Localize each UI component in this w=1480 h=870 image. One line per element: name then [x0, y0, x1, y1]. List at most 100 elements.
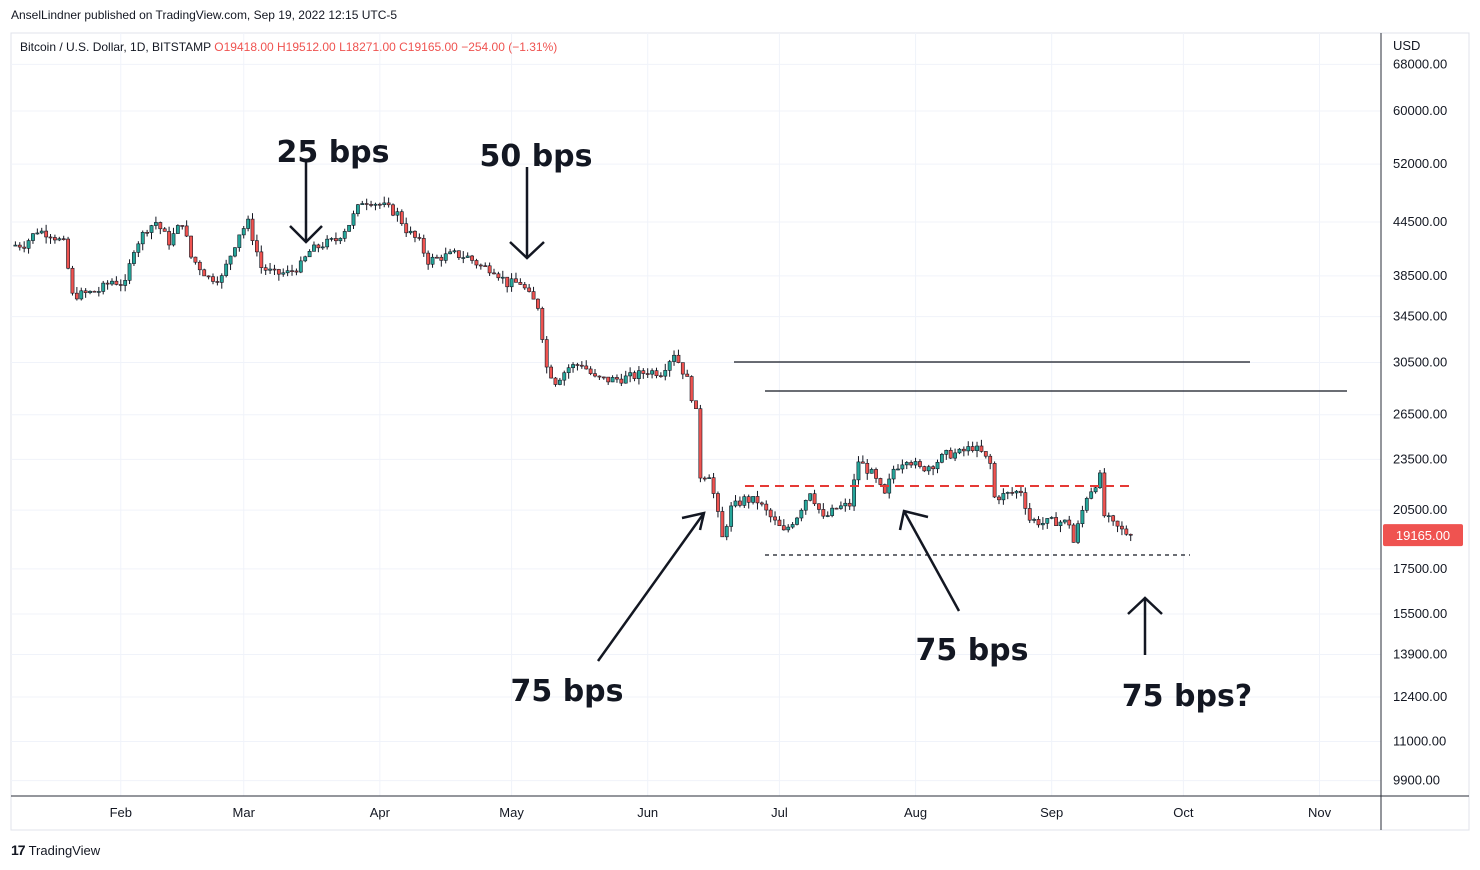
candle	[101, 282, 106, 292]
candle	[738, 500, 742, 506]
candle	[514, 278, 518, 283]
candle	[215, 281, 220, 283]
candle	[979, 445, 984, 452]
y-tick-label: 34500.00	[1393, 309, 1447, 324]
candle	[474, 260, 479, 266]
annotation-arrow	[902, 510, 961, 612]
candle	[544, 339, 549, 368]
candle	[149, 225, 154, 233]
candle	[487, 265, 492, 274]
candle	[211, 276, 215, 282]
candle	[22, 246, 27, 249]
candle	[628, 372, 633, 377]
candle	[966, 446, 971, 452]
candle	[237, 234, 242, 248]
candle	[650, 370, 654, 375]
candle	[439, 256, 444, 261]
candle	[399, 211, 404, 225]
candle	[663, 370, 668, 377]
candle	[795, 517, 799, 525]
y-tick-label: 17500.00	[1393, 561, 1447, 576]
candle	[1014, 490, 1019, 494]
candle	[562, 372, 567, 381]
candle	[105, 282, 110, 285]
candle	[1049, 517, 1054, 519]
rate-hike-label: 50 bps	[480, 139, 593, 174]
candle	[874, 469, 878, 479]
candle	[1067, 519, 1072, 526]
candle	[755, 496, 760, 504]
y-tick-label: 11000.00	[1393, 734, 1446, 749]
candle	[1001, 493, 1006, 501]
candle	[145, 231, 150, 234]
candle	[307, 251, 312, 258]
candle	[206, 275, 211, 278]
candle	[891, 468, 896, 480]
tradingview-logo[interactable]: 17 TradingView	[11, 842, 100, 858]
y-tick-label: 44500.00	[1393, 214, 1447, 229]
candle	[57, 238, 62, 241]
candle	[197, 261, 202, 271]
y-tick-label: 23500.00	[1393, 451, 1447, 466]
candle	[1093, 487, 1098, 493]
candle	[228, 255, 233, 265]
candle	[1019, 490, 1023, 493]
candle	[364, 203, 369, 205]
legend-close: C19165.00	[396, 40, 458, 54]
candle	[136, 243, 141, 253]
candle	[61, 238, 66, 241]
candle	[918, 461, 922, 467]
candle	[421, 238, 426, 254]
candle	[17, 244, 22, 248]
candle	[303, 256, 308, 262]
legend-low: L18271.00	[336, 40, 396, 54]
candle	[597, 375, 602, 378]
ohlc-legend: Bitcoin / U.S. Dollar, 1D, BITSTAMP O194…	[20, 40, 557, 54]
candle	[865, 462, 870, 474]
candle	[184, 225, 189, 237]
candle	[637, 370, 641, 379]
candle	[913, 461, 918, 466]
candle	[1062, 519, 1067, 523]
candle	[1045, 518, 1050, 524]
candle	[505, 276, 510, 288]
candle	[540, 308, 545, 340]
candle	[1098, 472, 1102, 489]
x-tick-label: Sep	[1040, 805, 1063, 820]
candle	[817, 503, 821, 510]
candle	[711, 477, 716, 494]
candle	[557, 379, 562, 385]
candle	[975, 445, 979, 451]
candles	[13, 196, 1133, 545]
candle	[843, 502, 848, 507]
candle	[254, 240, 259, 253]
candle	[764, 503, 769, 511]
candle	[680, 362, 685, 375]
candle	[44, 230, 49, 238]
candle	[224, 263, 229, 276]
candle	[312, 244, 316, 252]
candle	[522, 284, 527, 289]
candle	[992, 463, 997, 498]
candle	[272, 268, 277, 271]
x-tick-label: Apr	[370, 805, 391, 820]
candle	[900, 464, 905, 470]
candle	[175, 225, 180, 234]
candle	[219, 275, 224, 283]
candle	[1023, 492, 1028, 509]
candle	[351, 213, 356, 226]
candle	[443, 253, 448, 261]
candle	[391, 204, 395, 216]
candle	[768, 509, 773, 518]
candle	[355, 204, 360, 215]
candle	[571, 364, 575, 369]
y-tick-label: 13900.00	[1393, 647, 1447, 662]
candle	[35, 232, 40, 235]
candle	[1128, 533, 1133, 536]
candle	[31, 233, 35, 241]
rate-hike-label: 25 bps	[277, 135, 390, 170]
candle	[127, 263, 132, 281]
candle	[509, 278, 514, 288]
candle	[654, 370, 659, 377]
